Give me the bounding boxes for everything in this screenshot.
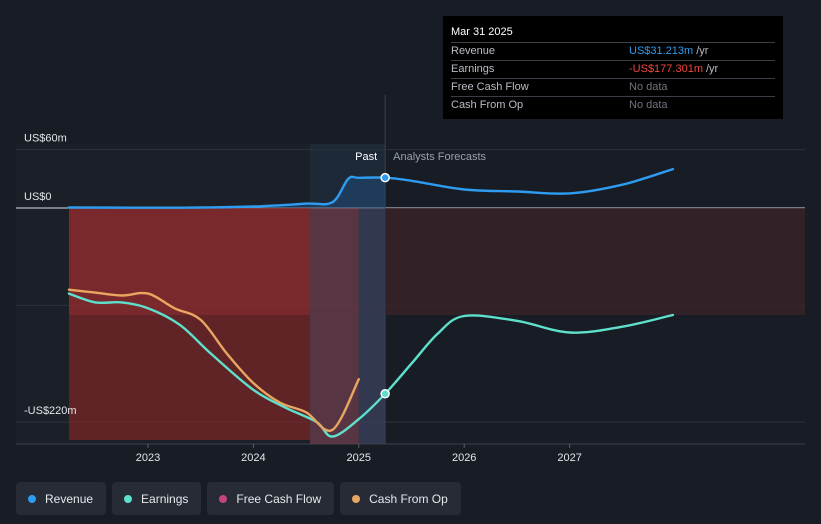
- x-tick-label: 2025: [347, 452, 371, 464]
- x-tick-label: 2023: [136, 452, 160, 464]
- x-tick-label: 2027: [557, 452, 581, 464]
- earnings-loss-fill-transition: [358, 208, 386, 444]
- y-tick-label: US$60m: [24, 133, 67, 145]
- legend-item-revenue[interactable]: Revenue: [16, 482, 107, 515]
- series-line-revenue: [67, 167, 675, 209]
- tooltip-value: -US$177.301m: [629, 63, 703, 75]
- tooltip-label: Earnings: [451, 63, 495, 75]
- series-line-earnings: [67, 292, 675, 438]
- legend-dot-icon: [28, 494, 36, 503]
- tooltip-row-cash-from-op: Cash From Op No data: [451, 96, 775, 114]
- legend-dot-icon: [219, 494, 228, 503]
- revenue-marker: [380, 172, 390, 183]
- tooltip-label: Revenue: [451, 45, 496, 57]
- revenue-area-fill: [68, 176, 386, 208]
- legend-label: Free Cash Flow: [236, 491, 322, 506]
- legend-label: Cash From Op: [369, 491, 448, 506]
- tooltip-label: Free Cash Flow: [451, 81, 529, 93]
- tooltip-value: US$31.213m: [629, 45, 694, 57]
- legend-label: Earnings: [141, 491, 189, 506]
- tooltip-row-free-cash-flow: Free Cash Flow No data: [451, 78, 775, 96]
- legend-item-cash-from-op[interactable]: Cash From Op: [340, 482, 461, 515]
- legend-dot-icon: [124, 494, 133, 503]
- legend-item-free-cash-flow[interactable]: Free Cash Flow: [207, 482, 335, 515]
- tooltip-unit: /yr: [696, 45, 709, 57]
- tooltip-label: Cash From Op: [451, 99, 524, 111]
- y-tick-label: -US$220m: [24, 405, 77, 417]
- legend-dot-icon: [352, 494, 361, 503]
- tooltip-value: No data: [629, 81, 668, 93]
- past-label: Past: [355, 151, 377, 163]
- earnings-marker: [380, 389, 390, 399]
- tooltip-value: No data: [629, 99, 668, 111]
- series-line-cash-from-op: [67, 288, 360, 432]
- earnings-loss-fill-past: [68, 208, 310, 315]
- chart-legend: Revenue Earnings Free Cash Flow Cash Fro…: [16, 482, 461, 515]
- legend-item-earnings[interactable]: Earnings: [112, 482, 202, 515]
- earnings-loss-fill-recent: [310, 208, 359, 444]
- forecast-label: Analysts Forecasts: [393, 151, 486, 163]
- x-tick-label: 2024: [241, 452, 265, 464]
- earnings-loss-fill-forecast: [385, 208, 805, 315]
- legend-label: Revenue: [45, 491, 94, 506]
- tooltip-row-revenue: Revenue US$31.213m /yr: [451, 42, 775, 60]
- earnings-loss-fill-past-lower: [68, 315, 310, 440]
- y-tick-label: US$0: [24, 191, 52, 203]
- tooltip-row-earnings: Earnings -US$177.301m /yr: [451, 60, 775, 78]
- x-tick-label: 2026: [452, 452, 476, 464]
- tooltip-unit: /yr: [706, 63, 719, 75]
- tooltip-date: Mar 31 2025: [451, 26, 513, 38]
- tooltip: Mar 31 2025 Revenue US$31.213m /yr Earni…: [443, 16, 783, 119]
